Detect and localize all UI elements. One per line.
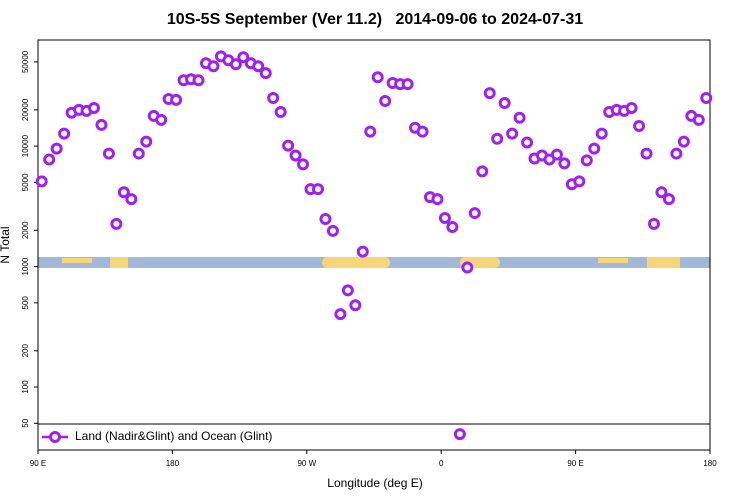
y-tick-label: 5000: [21, 173, 30, 191]
data-point: [274, 105, 287, 118]
data-point: [506, 127, 519, 140]
data-point: [326, 224, 339, 237]
y-tick-label: 500: [21, 296, 30, 310]
data-point: [267, 91, 280, 104]
data-point: [95, 118, 108, 131]
data-point: [491, 132, 504, 145]
data-point: [282, 139, 295, 152]
x-axis-label: Longitude (deg E): [327, 476, 422, 490]
data-point: [125, 193, 138, 206]
data-point: [483, 87, 496, 100]
data-point: [655, 186, 668, 199]
data-point: [297, 158, 310, 171]
data-point: [334, 308, 347, 321]
data-point: [640, 147, 653, 160]
x-tick-label: 180: [703, 459, 717, 468]
x-tick-label: 90 E: [30, 459, 46, 468]
data-point: [513, 111, 526, 124]
data-point: [588, 142, 601, 155]
data-point: [453, 428, 466, 441]
data-point: [371, 71, 384, 84]
data-point: [379, 94, 392, 107]
data-point: [573, 175, 586, 188]
data-point: [625, 102, 638, 115]
data-point: [461, 261, 474, 274]
plot-frame: [37, 39, 711, 451]
y-tick-label: 50: [21, 418, 30, 427]
data-point: [252, 60, 265, 73]
data-point: [88, 102, 100, 115]
data-point: [558, 157, 571, 170]
data-point: [364, 125, 377, 138]
data-point: [102, 147, 115, 160]
data-point: [633, 119, 646, 132]
data-point: [140, 135, 153, 148]
data-point: [677, 135, 690, 148]
data-point: [700, 91, 713, 104]
data-point: [648, 217, 660, 230]
data-point: [319, 213, 332, 226]
data-point: [670, 147, 683, 160]
map-strip: [38, 257, 710, 268]
data-point: [356, 245, 369, 258]
data-point: [43, 153, 56, 166]
y-tick-label: 200: [21, 344, 30, 358]
y-axis-label: N Total: [0, 226, 12, 263]
data-point: [170, 93, 183, 106]
y-tick-label: 2000: [21, 221, 30, 239]
data-point: [416, 125, 429, 138]
y-tick-label: 100: [21, 380, 30, 394]
data-point: [349, 299, 362, 312]
data-point: [259, 67, 272, 80]
data-point: [155, 113, 168, 126]
data-point: [595, 127, 608, 140]
data-point: [692, 113, 705, 126]
data-point: [289, 149, 302, 162]
data-point: [312, 183, 324, 196]
chart-title: 10S-5S September (Ver 11.2) 2014-09-06 t…: [167, 11, 583, 28]
data-point: [237, 51, 250, 64]
legend-label: Land (Nadir&Glint) and Ocean (Glint): [75, 429, 272, 443]
data-point: [662, 193, 675, 206]
data-point: [431, 193, 444, 206]
data-point: [438, 211, 451, 224]
legend-marker: [49, 431, 61, 443]
data-point: [35, 175, 48, 188]
data-point: [229, 58, 242, 71]
data-point: [50, 142, 63, 155]
data-point: [58, 127, 71, 140]
data-point: [580, 154, 593, 167]
data-point: [341, 284, 354, 297]
x-tick-label: 90 W: [297, 459, 316, 468]
x-tick-label: 180: [166, 459, 180, 468]
data-point: [207, 60, 220, 73]
data-point: [132, 147, 145, 160]
data-point: [446, 221, 459, 234]
data-point: [498, 96, 511, 109]
y-tick-label: 50000: [21, 50, 30, 73]
data-point: [550, 148, 563, 161]
data-point: [192, 74, 205, 87]
y-tick-label: 1000: [21, 257, 30, 275]
data-point: [468, 207, 481, 220]
data-point: [521, 136, 534, 149]
y-tick-label: 10000: [21, 134, 30, 157]
data-point: [401, 78, 414, 91]
x-tick-label: 0: [439, 459, 444, 468]
data-point: [117, 186, 130, 199]
data-point: [110, 217, 123, 230]
x-tick-label: 90 E: [567, 459, 583, 468]
y-tick-label: 20000: [21, 98, 30, 121]
data-point: [476, 165, 489, 178]
